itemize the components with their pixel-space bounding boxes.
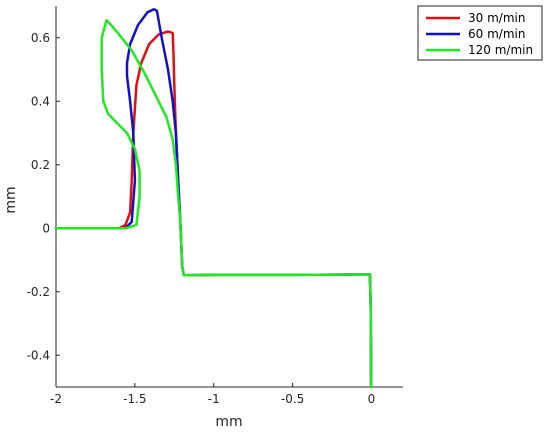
y-tick-label: 0.6 (31, 31, 50, 45)
y-tick-label: -0.4 (27, 348, 50, 362)
y-tick-label: 0.4 (31, 94, 50, 108)
series-line-2 (54, 19, 373, 389)
y-tick-label: 0 (42, 221, 50, 235)
series-line-1 (54, 7, 373, 389)
x-tick-label: -1 (208, 392, 220, 406)
axes: -2 -1.5 -1 -0.5 0 -0.4 -0.2 0 0.2 0.4 0.6 (27, 6, 403, 406)
y-axis-title: mm (3, 186, 19, 213)
x-tick-label: 0 (368, 392, 376, 406)
y-tick-label: -0.2 (27, 285, 50, 299)
legend-label: 120 m/min (468, 43, 533, 57)
x-tick-label: -1.5 (123, 392, 146, 406)
x-tick-label: -0.5 (281, 392, 304, 406)
legend-label: 30 m/min (468, 11, 525, 25)
x-tick-label: -2 (50, 392, 62, 406)
series-lines (54, 7, 373, 389)
x-axis-title: mm (215, 414, 242, 430)
legend-label: 60 m/min (468, 27, 525, 41)
legend: 30 m/min 60 m/min 120 m/min (417, 5, 543, 61)
y-tick-label: 0.2 (31, 158, 50, 172)
